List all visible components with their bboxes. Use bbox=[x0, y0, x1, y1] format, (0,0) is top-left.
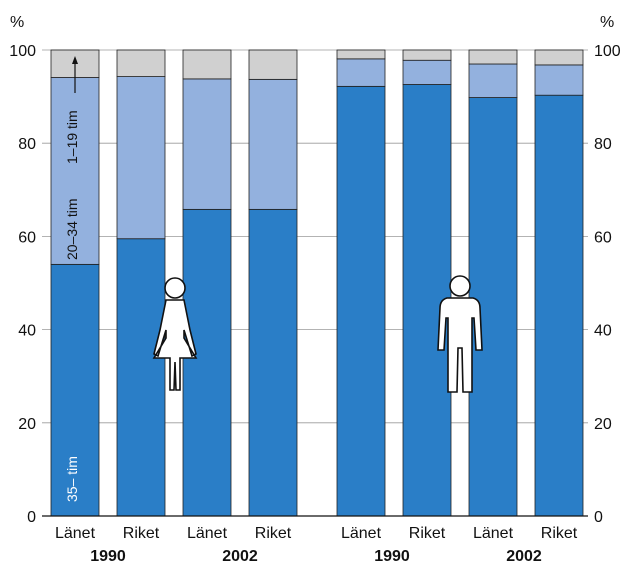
annotation-35-tim: 35– tim bbox=[64, 456, 80, 502]
x-tick-label: Riket bbox=[123, 525, 160, 542]
bar-segment-20-34-tim bbox=[534, 64, 584, 96]
x-tick-label: Riket bbox=[255, 525, 292, 542]
bar-segment-20-34-tim bbox=[248, 78, 298, 210]
bar-segment-1-19-tim bbox=[182, 49, 232, 80]
bar-segment-20-34-tim bbox=[402, 59, 452, 85]
y-unit-left: % bbox=[10, 14, 24, 31]
y-ticks-right: 0 20 40 60 80 100 bbox=[594, 43, 621, 526]
annotation-20-34-tim: 20–34 tim bbox=[64, 199, 80, 260]
y-tick-label-right: 100 bbox=[594, 43, 621, 60]
bar-segment-35-tim bbox=[182, 208, 232, 517]
year-label: 1990 bbox=[374, 548, 410, 565]
x-tick-label: Länet bbox=[55, 525, 96, 542]
man-icon bbox=[437, 275, 483, 393]
y-tick-label-left: 80 bbox=[18, 136, 36, 153]
year-label: 1990 bbox=[90, 548, 126, 565]
bar-segment-20-34-tim bbox=[182, 78, 232, 210]
bar-segment-20-34-tim bbox=[336, 58, 386, 87]
annotation-labels: 35– tim 20–34 tim 1–19 tim bbox=[64, 56, 80, 502]
annotation-arrow-head bbox=[72, 56, 78, 64]
year-label: 2002 bbox=[506, 548, 542, 565]
bar-segment-1-19-tim bbox=[402, 49, 452, 61]
bar-segment-1-19-tim bbox=[534, 49, 584, 66]
y-tick-label-right: 60 bbox=[594, 229, 612, 246]
x-tick-label: Länet bbox=[187, 525, 228, 542]
x-tick-label: Länet bbox=[341, 525, 382, 542]
y-tick-label-right: 40 bbox=[594, 323, 612, 340]
year-label: 2002 bbox=[222, 548, 258, 565]
bar-segment-35-tim bbox=[248, 208, 298, 517]
bar-segment-20-34-tim bbox=[468, 63, 518, 98]
bar-segment-1-19-tim bbox=[336, 49, 386, 60]
year-labels: 1990 2002 1990 2002 bbox=[90, 548, 542, 565]
bar-segment-35-tim bbox=[116, 238, 166, 517]
bar-segment-1-19-tim bbox=[248, 49, 298, 80]
bars bbox=[50, 49, 584, 517]
y-tick-label-left: 100 bbox=[9, 43, 36, 60]
bar-segment-35-tim bbox=[336, 85, 386, 517]
woman-icon bbox=[152, 277, 198, 391]
x-tick-label: Länet bbox=[473, 525, 514, 542]
x-tick-label: Riket bbox=[409, 525, 446, 542]
x-tick-label: Riket bbox=[541, 525, 578, 542]
y-tick-label-left: 20 bbox=[18, 416, 36, 433]
y-tick-label-left: 40 bbox=[18, 323, 36, 340]
y-tick-label-right: 80 bbox=[594, 136, 612, 153]
x-tick-labels: Länet Riket Länet Riket Länet Riket Länet Riket bbox=[55, 525, 578, 542]
bar-segment-35-tim bbox=[50, 263, 100, 517]
bar-segment-35-tim bbox=[534, 94, 584, 517]
y-tick-label-left: 60 bbox=[18, 229, 36, 246]
bar-segment-1-19-tim bbox=[116, 49, 166, 77]
y-tick-label-right: 20 bbox=[594, 416, 612, 433]
bar-segment-20-34-tim bbox=[116, 76, 166, 240]
y-tick-label-right: 0 bbox=[594, 509, 603, 526]
y-unit-right: % bbox=[600, 14, 614, 31]
bar-segment-1-19-tim bbox=[468, 49, 518, 65]
annotation-1-19-tim: 1–19 tim bbox=[64, 110, 80, 164]
bar-segment-20-34-tim bbox=[50, 77, 100, 265]
y-ticks-left: 0 20 40 60 80 100 bbox=[9, 43, 36, 526]
y-tick-label-left: 0 bbox=[27, 509, 36, 526]
